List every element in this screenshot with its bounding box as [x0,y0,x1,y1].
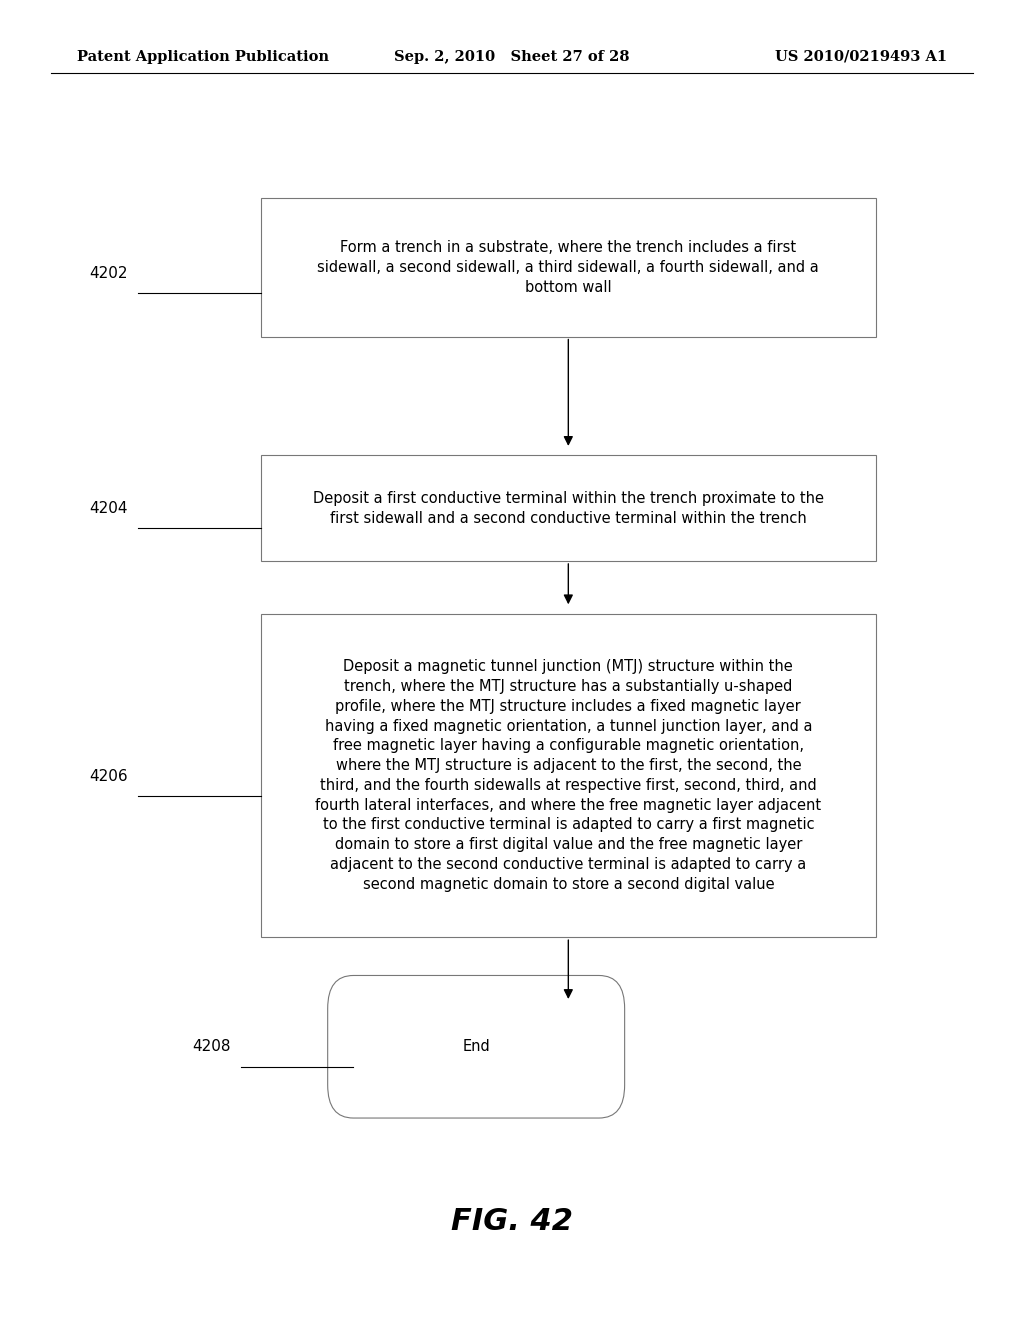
Text: Deposit a first conductive terminal within the trench proximate to the
first sid: Deposit a first conductive terminal with… [312,491,824,525]
Text: Form a trench in a substrate, where the trench includes a first
sidewall, a seco: Form a trench in a substrate, where the … [317,240,819,294]
FancyBboxPatch shape [261,198,876,337]
Text: 4208: 4208 [191,1039,230,1055]
FancyBboxPatch shape [261,455,876,561]
Text: 4202: 4202 [89,265,128,281]
Text: FIG. 42: FIG. 42 [451,1206,573,1236]
Text: Patent Application Publication: Patent Application Publication [77,50,329,63]
Text: 4206: 4206 [89,768,128,784]
FancyBboxPatch shape [328,975,625,1118]
FancyBboxPatch shape [261,614,876,937]
Text: End: End [462,1039,490,1055]
Text: Sep. 2, 2010   Sheet 27 of 28: Sep. 2, 2010 Sheet 27 of 28 [394,50,630,63]
Text: Deposit a magnetic tunnel junction (MTJ) structure within the
trench, where the : Deposit a magnetic tunnel junction (MTJ)… [315,659,821,892]
Text: 4204: 4204 [89,500,128,516]
Text: US 2010/0219493 A1: US 2010/0219493 A1 [775,50,947,63]
